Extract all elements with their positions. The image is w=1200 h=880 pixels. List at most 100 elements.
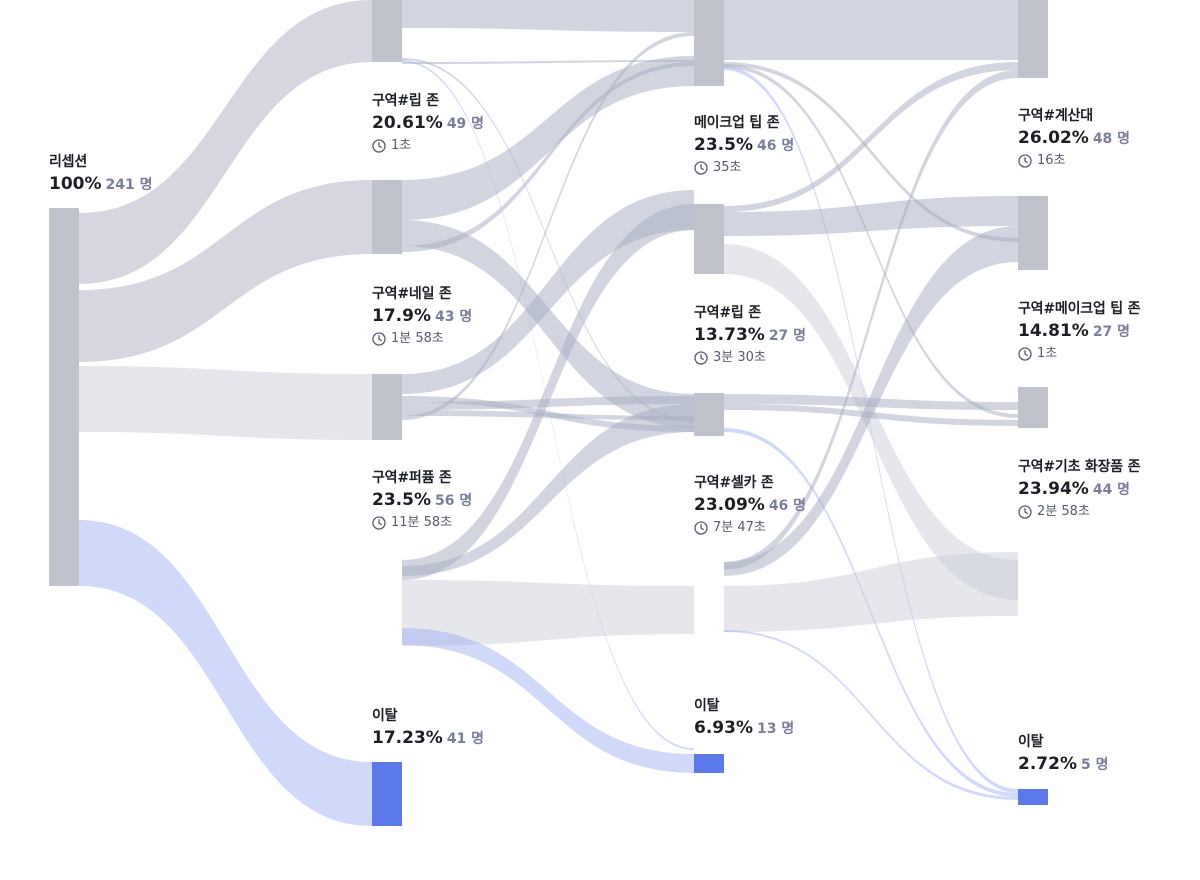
clock-icon — [1018, 347, 1037, 361]
node-name: 구역#기초 화장품 존 — [1018, 459, 1141, 475]
link-b1-c3-29 — [724, 428, 1018, 797]
link-b0-c1-24 — [724, 196, 1018, 236]
link-b0-c0-20 — [724, 0, 1018, 60]
node-time-text: 11분 58초 — [391, 515, 453, 530]
node-time-text: 16초 — [1037, 153, 1066, 168]
node-count: 48 명 — [1092, 131, 1131, 147]
node-count: 27 명 — [1092, 324, 1131, 340]
link-a1-b2-14 — [402, 410, 694, 420]
node-time-text: 1초 — [391, 138, 412, 153]
clock-icon — [1018, 505, 1037, 519]
node-dwell-time: 11분 58초 — [372, 514, 472, 532]
nodes-layer — [49, 0, 1048, 826]
link-a1-b0-11 — [402, 190, 694, 394]
node-label-a1: 구역#네일 존 17.9% 43 명 1분 58초 — [372, 285, 472, 348]
node-bar-b1[interactable] — [694, 204, 724, 274]
node-bar-a1[interactable] — [372, 180, 402, 254]
node-label-b0: 메이크업 팁 존 23.5% 46 명 35초 — [694, 114, 794, 177]
link-n0-a1-1 — [79, 180, 372, 362]
link-b0-c2-25 — [724, 244, 1018, 600]
node-label-c2: 구역#기초 화장품 존 23.94% 44 명 2분 58초 — [1018, 458, 1141, 521]
node-count: 13 명 — [756, 721, 795, 737]
node-dwell-time: 1초 — [372, 137, 484, 155]
link-a0-b1-9 — [402, 220, 694, 428]
node-name: 구역#퍼퓸 존 — [372, 470, 452, 486]
link-b0-c1-21 — [724, 62, 1018, 242]
node-percent: 23.5% — [694, 135, 753, 155]
node-name: 이탈 — [372, 708, 398, 724]
link-a0-b2-6 — [402, 58, 694, 422]
node-bar-b0[interactable] — [694, 0, 724, 86]
node-percent: 23.5% — [372, 490, 431, 510]
node-bar-c3[interactable] — [1018, 789, 1048, 805]
node-label-n0: 리셉션 100% 241 명 — [49, 153, 153, 196]
node-percent: 14.81% — [1018, 321, 1089, 341]
clock-icon — [1018, 154, 1037, 168]
node-label-b3: 이탈 6.93% 13 명 — [694, 697, 794, 740]
node-bar-b3[interactable] — [694, 754, 724, 773]
node-count: 56 명 — [434, 493, 473, 509]
node-bar-c0[interactable] — [1018, 0, 1048, 78]
link-a0-b0-8 — [402, 56, 694, 220]
link-a2-b3-19 — [402, 628, 694, 773]
node-percent: 100% — [49, 174, 102, 194]
node-time-text: 1초 — [1037, 346, 1058, 361]
node-label-a0: 구역#립 존 20.61% 49 명 1초 — [372, 92, 484, 155]
node-percent: 17.23% — [372, 728, 443, 748]
link-n0-a2-2 — [79, 366, 372, 440]
node-percent: 6.93% — [694, 718, 753, 738]
clock-icon — [694, 521, 713, 535]
node-bar-c2[interactable] — [1018, 387, 1048, 428]
node-bar-a3[interactable] — [372, 762, 402, 826]
clock-icon — [694, 351, 713, 365]
node-time-text: 2분 58초 — [1037, 504, 1090, 519]
node-name: 이탈 — [694, 698, 720, 714]
node-percent: 17.9% — [372, 306, 431, 326]
node-dwell-time: 16초 — [1018, 152, 1130, 170]
link-b2-c3-33 — [724, 630, 1018, 800]
node-count: 41 명 — [446, 731, 485, 747]
node-percent: 2.72% — [1018, 754, 1077, 774]
link-a0-b0-4 — [402, 0, 694, 32]
node-dwell-time: 3분 30초 — [694, 349, 806, 367]
node-time-text: 3분 30초 — [713, 350, 766, 365]
node-count: 5 명 — [1080, 757, 1109, 773]
node-label-b1: 구역#립 존 13.73% 27 명 3분 30초 — [694, 304, 806, 367]
link-a2-b0-16 — [402, 204, 694, 580]
node-bar-a0[interactable] — [372, 0, 402, 62]
node-time-text: 7분 47초 — [713, 520, 766, 535]
node-name: 구역#립 존 — [372, 93, 439, 109]
node-percent: 13.73% — [694, 325, 765, 345]
node-bar-c1[interactable] — [1018, 196, 1048, 270]
node-time-text: 1분 58초 — [391, 331, 444, 346]
node-label-a3: 이탈 17.23% 41 명 — [372, 707, 484, 750]
node-dwell-time: 2분 58초 — [1018, 503, 1140, 521]
node-dwell-time: 35초 — [694, 159, 794, 177]
node-name: 구역#계산대 — [1018, 108, 1093, 124]
link-b0-c2-22 — [724, 64, 1018, 418]
node-name: 구역#메이크업 팁 존 — [1018, 301, 1141, 317]
link-b2-c0-30 — [724, 70, 1018, 570]
node-bar-b2[interactable] — [694, 393, 724, 436]
node-count: 241 명 — [105, 177, 153, 193]
node-name: 구역#셀카 존 — [694, 475, 774, 491]
node-count: 46 명 — [768, 498, 807, 514]
node-name: 메이크업 팁 존 — [694, 115, 780, 131]
node-percent: 20.61% — [372, 113, 443, 133]
link-n0-a0-0 — [79, 0, 372, 284]
node-count: 43 명 — [434, 309, 473, 325]
node-bar-n0[interactable] — [49, 208, 79, 586]
clock-icon — [372, 139, 391, 153]
node-name: 구역#립 존 — [694, 305, 761, 321]
link-a1-b0-15 — [402, 32, 694, 420]
node-bar-a2[interactable] — [372, 374, 402, 440]
node-percent: 26.02% — [1018, 128, 1089, 148]
node-count: 27 명 — [768, 328, 807, 344]
link-a0-b0-10 — [402, 62, 694, 252]
clock-icon — [372, 332, 391, 346]
link-a0-b1-5 — [402, 60, 694, 64]
node-percent: 23.09% — [694, 495, 765, 515]
node-time-text: 35초 — [713, 160, 742, 175]
